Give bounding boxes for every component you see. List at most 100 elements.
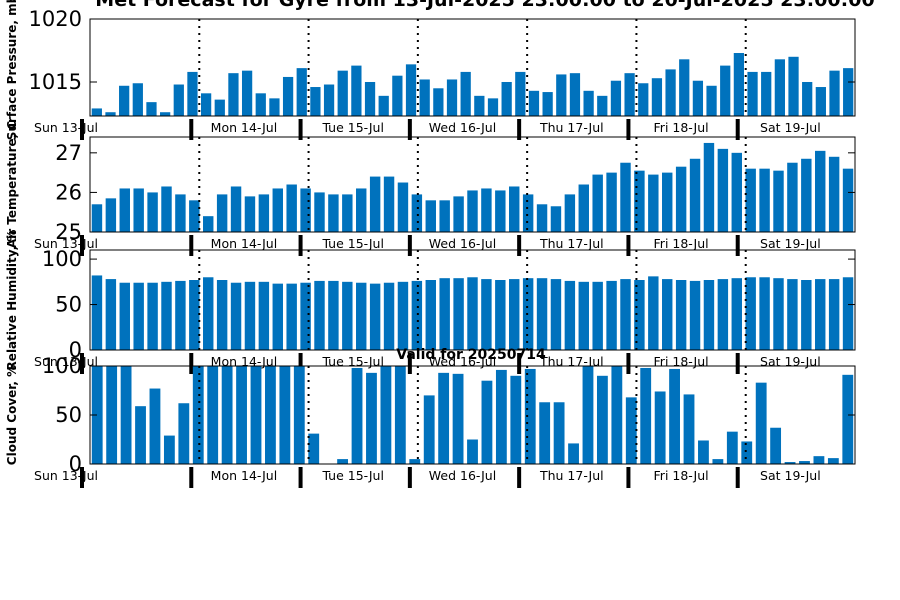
day-label: Mon 14-Jul xyxy=(211,236,278,251)
cloud-cover-bar xyxy=(799,461,810,464)
cloud-cover-bar xyxy=(553,402,565,464)
relative-humidity-bar xyxy=(411,280,423,350)
relative-humidity-bar xyxy=(453,278,464,350)
y-tick-label: 50 xyxy=(55,403,82,427)
surface-pressure-bar xyxy=(187,71,198,116)
surface-pressure-ylabel: Surface Pressure, mb xyxy=(5,0,19,140)
surface-pressure-bar xyxy=(720,65,731,116)
relative-humidity-bar xyxy=(773,278,784,350)
surface-pressure-bar xyxy=(460,71,471,116)
relative-humidity-bar xyxy=(467,277,478,350)
day-label: Tue 15-Jul xyxy=(321,468,384,483)
surface-pressure-bar xyxy=(228,73,239,116)
air-temperature-bar xyxy=(731,152,742,232)
relative-humidity-bar xyxy=(383,282,395,350)
cloud-cover-bar xyxy=(293,366,305,464)
surface-pressure-bar xyxy=(241,70,253,116)
cloud-cover-bar xyxy=(279,366,291,464)
relative-humidity-bar xyxy=(620,279,631,350)
surface-pressure-bar xyxy=(747,71,758,116)
day-label: Tue 15-Jul xyxy=(321,236,384,251)
surface-pressure-bar xyxy=(815,87,826,116)
y-tick-label: 50 xyxy=(55,293,82,317)
relative-humidity-bar xyxy=(634,280,645,350)
air-temperature-bar xyxy=(703,142,715,232)
air-temperature-bar xyxy=(272,188,283,232)
air-temperature-bar xyxy=(773,170,784,232)
relative-humidity-bar xyxy=(801,280,812,350)
cloud-cover-bar xyxy=(409,459,421,464)
air-temperature-bar xyxy=(606,172,617,232)
cloud-cover-bar xyxy=(726,431,738,464)
air-temperature-bar xyxy=(203,216,214,232)
relative-humidity-bar xyxy=(91,275,103,350)
air-temperature-axes xyxy=(89,136,856,233)
relative-humidity-panel: 0 50 100 Relative Humidity, % Sun 13-Jul Mon … xyxy=(5,230,856,374)
day-label: Tue 15-Jul xyxy=(321,120,384,135)
cloud-cover-bar xyxy=(654,391,666,464)
surface-pressure-bar xyxy=(733,53,745,116)
relative-humidity-bar xyxy=(161,281,172,350)
surface-pressure-bar xyxy=(200,93,212,116)
relative-humidity-bar xyxy=(815,279,826,350)
air-temperature-bar xyxy=(147,192,158,232)
air-temperature-bar xyxy=(662,172,673,232)
cloud-cover-bar xyxy=(394,366,406,464)
relative-humidity-bar xyxy=(745,277,756,350)
day-label: Sun 13-Jul xyxy=(34,468,98,483)
day-label: Sat 19-Jul xyxy=(760,236,821,251)
relative-humidity-bar xyxy=(675,280,687,350)
relative-humidity-bar xyxy=(189,280,200,350)
cloud-cover-bar xyxy=(178,403,190,464)
air-temperature-bar xyxy=(258,194,270,232)
relative-humidity-bar xyxy=(717,279,729,350)
relative-humidity-bar xyxy=(550,279,562,350)
surface-pressure-axes xyxy=(89,18,856,117)
day-label: Tue 15-Jul xyxy=(321,354,384,369)
cloud-cover-bar xyxy=(423,395,435,464)
cloud-cover-bar xyxy=(351,367,363,464)
day-label: Sun 13-Jul xyxy=(34,354,98,369)
air-temperature-bar xyxy=(356,188,367,232)
relative-humidity-bar xyxy=(216,280,228,350)
cloud-cover-bar xyxy=(135,406,146,464)
air-temperature-bar xyxy=(801,158,812,232)
cloud-cover-bar xyxy=(163,435,175,464)
relative-humidity-bar xyxy=(592,281,603,350)
air-temperature-bar xyxy=(383,176,395,232)
relative-humidity-bar xyxy=(828,279,840,350)
cloud-cover-bar xyxy=(625,397,637,464)
cloud-cover-bar xyxy=(467,439,478,464)
surface-pressure-bar xyxy=(269,98,280,116)
cloud-cover-bar xyxy=(250,366,262,464)
cloud-cover-bar xyxy=(827,458,839,464)
relative-humidity-bar xyxy=(175,280,186,350)
relative-humidity-bar xyxy=(689,280,701,350)
cloud-cover-bar xyxy=(741,441,753,464)
air-temperature-bar xyxy=(592,174,603,232)
surface-pressure-bar xyxy=(364,81,376,116)
relative-humidity-bar xyxy=(272,283,283,350)
air-temperature-bar xyxy=(328,194,339,232)
relative-humidity-bar xyxy=(133,282,144,350)
surface-pressure-bar xyxy=(323,84,335,116)
air-temperature-bar xyxy=(119,188,130,232)
day-label: Wed 16-Jul xyxy=(429,354,496,369)
air-temperature-bar xyxy=(495,190,506,232)
surface-pressure-bar xyxy=(556,74,567,116)
surface-pressure-bar xyxy=(146,102,157,116)
y-tick-label: 100 xyxy=(42,247,82,271)
surface-pressure-bar xyxy=(706,85,717,116)
relative-humidity-bar xyxy=(258,281,270,350)
air-temperature-bar xyxy=(815,150,826,232)
y-tick-label: 25 xyxy=(55,220,82,244)
air-temperature-bar xyxy=(564,194,576,232)
air-temperature-bar xyxy=(648,174,659,232)
cloud-cover-bar xyxy=(120,366,132,464)
relative-humidity-bar xyxy=(230,282,242,350)
air-temperature-bar xyxy=(91,204,103,232)
surface-pressure-bar xyxy=(337,70,348,116)
relative-humidity-bar xyxy=(244,281,256,350)
surface-pressure-bar xyxy=(132,83,143,116)
air-temperature-bar xyxy=(175,194,186,232)
